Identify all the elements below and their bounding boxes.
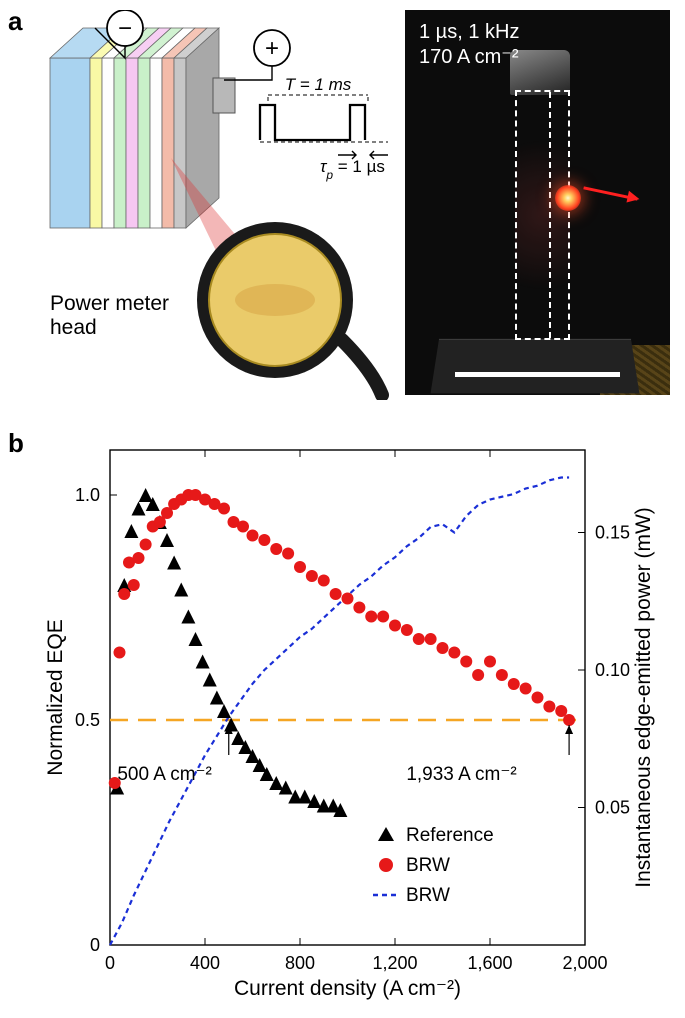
svg-text:500 A cm⁻²: 500 A cm⁻² [117,764,212,785]
panel-a-label: a [8,6,22,37]
photo-device-inner [549,92,567,338]
emission-spot [555,185,581,211]
svg-text:Reference: Reference [406,825,494,846]
svg-text:BRW: BRW [406,885,450,906]
photo-device-outline [515,90,570,340]
svg-text:+: + [265,35,279,62]
emission-arrow [583,186,637,200]
svg-text:τp = 1 µs: τp = 1 µs [320,157,385,182]
svg-text:400: 400 [190,953,220,973]
svg-text:BRW: BRW [406,855,450,876]
photo-caption-line2: 170 A cm⁻² [419,45,519,70]
svg-text:0.5: 0.5 [75,710,100,730]
device-photo: 1 µs, 1 kHz 170 A cm⁻² [405,10,670,395]
schematic: − + T = 1 ms τp = 1 µs Power meterhead [30,10,390,400]
svg-text:0: 0 [90,935,100,955]
svg-text:0.05: 0.05 [595,798,630,818]
panel-b: 0 400 800 1,200 1,600 2,000 0 0.5 1.0 0.05 0.10 0.1… [40,440,660,1005]
eqe-chart: 0 400 800 1,200 1,600 2,000 0 0.5 1.0 0.05 0.10 0.1… [40,440,660,1005]
svg-text:−: − [118,15,132,42]
svg-text:0.10: 0.10 [595,660,630,680]
svg-text:1.0: 1.0 [75,485,100,505]
svg-text:0.15: 0.15 [595,523,630,543]
svg-text:Instantaneous edge-emitted pow: Instantaneous edge-emitted power (mW) [632,507,655,888]
svg-text:Normalized EQE: Normalized EQE [44,619,67,775]
svg-text:1,933 A cm⁻²: 1,933 A cm⁻² [406,764,516,785]
svg-text:800: 800 [285,953,315,973]
svg-text:2,000: 2,000 [562,953,607,973]
svg-text:0: 0 [105,953,115,973]
svg-text:T = 1 ms: T = 1 ms [285,75,352,94]
photo-mount [431,339,640,393]
panel-a: − + T = 1 ms τp = 1 µs Power meterhead 1 µs,… [30,10,660,410]
svg-text:Current density (A cm⁻²): Current density (A cm⁻²) [234,977,461,1000]
photo-caption: 1 µs, 1 kHz 170 A cm⁻² [419,20,519,70]
svg-text:Power meterhead: Power meterhead [50,292,169,339]
svg-text:1,600: 1,600 [467,953,512,973]
photo-caption-line1: 1 µs, 1 kHz [419,20,519,45]
schematic-svg: − + T = 1 ms τp = 1 µs Power meterhead [30,10,390,400]
svg-text:1,200: 1,200 [372,953,417,973]
panel-b-label: b [8,428,24,459]
photo-scalebar [455,372,620,377]
